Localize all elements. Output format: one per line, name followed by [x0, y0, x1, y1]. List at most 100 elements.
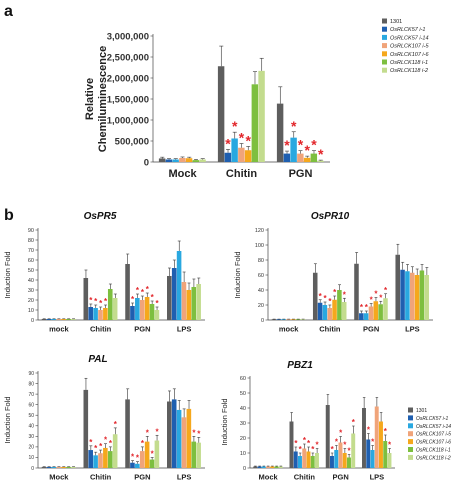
bar-1301-chitin — [83, 278, 89, 320]
bar-osrlck118-i-2-pgn — [317, 160, 324, 162]
bar-osrlck57-i-1-chitin — [224, 152, 232, 162]
bar-osrlck107-i-6-mock — [291, 319, 296, 320]
bar-osrlck118-i-2-mock — [278, 466, 283, 468]
significance-star: * — [299, 445, 303, 454]
significance-star: * — [305, 142, 311, 158]
y-tick-label: 60 — [28, 402, 34, 408]
legend-item: OsRLCK118 i-1 — [416, 448, 451, 454]
bar-osrlck57-i-14-pgn — [334, 450, 339, 468]
y-tick-label: 40 — [240, 406, 246, 412]
y-tick-label: 30 — [28, 288, 34, 294]
bar-osrlck107-i-5-pgn — [139, 451, 145, 468]
significance-star: * — [318, 146, 324, 162]
significance-star: * — [146, 285, 150, 294]
y-tick-label: 0 — [144, 157, 149, 168]
significance-star: * — [343, 290, 347, 299]
significance-star: * — [136, 286, 140, 295]
significance-star: * — [339, 429, 343, 438]
category-label: Chitin — [319, 325, 341, 334]
bar-osrlck118-i-1-chitin — [107, 451, 113, 468]
bar-osrlck57-i-1-mock — [276, 319, 282, 320]
category-label: Chitin — [90, 325, 112, 334]
bar-1301-chitin — [289, 421, 294, 468]
y-tick-label: 40 — [258, 288, 264, 294]
significance-star: * — [225, 135, 231, 151]
category-label: Chitin — [294, 473, 316, 480]
significance-star: * — [99, 442, 103, 451]
legend-item: OsRLCK107 i-5 — [416, 432, 451, 438]
significance-star: * — [114, 420, 118, 429]
significance-star: * — [104, 436, 108, 445]
bar-osrlck57-i-14-pgn — [135, 463, 140, 468]
legend-item: OsRLCK107 i-5 — [390, 44, 429, 50]
bar-1301-mock — [158, 158, 166, 162]
significance-star: * — [370, 296, 374, 305]
significance-star: * — [89, 438, 93, 447]
legend-swatch — [408, 415, 413, 421]
category-label: LPS — [370, 473, 385, 480]
significance-star: * — [388, 441, 392, 450]
legend-item: 1301 — [390, 19, 402, 25]
bar-osrlck57-i-1-chitin — [317, 302, 323, 320]
significance-star: * — [192, 428, 196, 437]
significance-star: * — [239, 130, 245, 146]
y-tick-label: 2,000,000 — [107, 73, 149, 84]
y-tick-label: 0 — [31, 466, 34, 472]
y-tick-label: 90 — [28, 228, 34, 234]
significance-star: * — [384, 286, 388, 295]
significance-star: * — [151, 449, 155, 458]
y-tick-label: 50 — [28, 413, 34, 419]
bar-osrlck107-i-5-pgn — [139, 300, 145, 320]
bar-osrlck118-i-1-pgn — [378, 304, 383, 320]
legend-swatch — [408, 447, 413, 452]
significance-star: * — [155, 427, 159, 436]
bar-osrlck107-i-5-chitin — [98, 310, 103, 320]
bar-osrlck57-i-1-mock — [257, 466, 262, 468]
bar-osrlck107-i-6-pgn — [303, 157, 311, 162]
bar-osrlck107-i-5-chitin — [327, 308, 332, 320]
y-tick-label: 20 — [28, 445, 34, 451]
bar-1301-mock — [41, 466, 47, 468]
bar-osrlck107-i-6-lps — [414, 275, 420, 320]
y-tick-label: 60 — [240, 376, 246, 382]
bar-osrlck57-i-1-lps — [171, 399, 177, 468]
significance-star: * — [311, 137, 317, 153]
bar-1301-lps — [167, 401, 172, 468]
y-tick-label: 60 — [28, 258, 34, 264]
bar-osrlck107-i-5-lps — [409, 272, 415, 320]
bar-osrlck57-i-1-chitin — [88, 450, 93, 468]
bar-osrlck107-i-6-lps — [378, 421, 383, 468]
bar-osrlck57-i-1-pgn — [130, 462, 135, 468]
significance-star: * — [307, 439, 311, 448]
bar-1301-lps — [167, 276, 172, 320]
significance-star: * — [99, 299, 103, 308]
category-label: LPS — [405, 325, 420, 334]
legend-item: OsRLCK118 i-2 — [416, 455, 451, 461]
category-label: Chitin — [226, 168, 257, 180]
significance-star: * — [374, 290, 378, 299]
legend: 1301 OsRLCK57 i-1 OsRLCK57 i-14 OsRLCK107 i… — [382, 18, 429, 74]
y-tick-label: 0 — [261, 318, 264, 324]
bar-osrlck118-i-2-chitin — [258, 70, 265, 162]
bar-osrlck118-i-2-chitin — [112, 434, 118, 468]
legend-swatch — [382, 51, 387, 57]
y-tick-label: 20 — [28, 298, 34, 304]
legend-item: 1301 — [416, 408, 427, 414]
legend-item: OsRLCK57 i-1 — [416, 416, 448, 422]
bar-osrlck57-i-14-chitin — [231, 138, 238, 162]
significance-star: * — [141, 288, 145, 297]
significance-star: * — [335, 438, 339, 447]
legend-swatch — [408, 431, 413, 437]
bar-osrlck107-i-6-mock — [61, 466, 66, 468]
bar-osrlck118-i-2-lps — [424, 275, 429, 320]
bar-osrlck107-i-5-chitin — [302, 448, 307, 468]
y-tick-label: 10 — [240, 451, 246, 457]
y-axis-label: Induction Fold — [233, 251, 242, 298]
significance-star: * — [294, 439, 298, 448]
y-tick-label: 100 — [255, 243, 264, 249]
bar-osrlck107-i-5-mock — [266, 466, 270, 468]
y-tick-label: 10 — [28, 455, 34, 461]
bar-osrlck57-i-14-chitin — [298, 456, 302, 468]
legend-swatch — [408, 423, 413, 429]
bar-osrlck57-i-1-chitin — [88, 307, 93, 320]
